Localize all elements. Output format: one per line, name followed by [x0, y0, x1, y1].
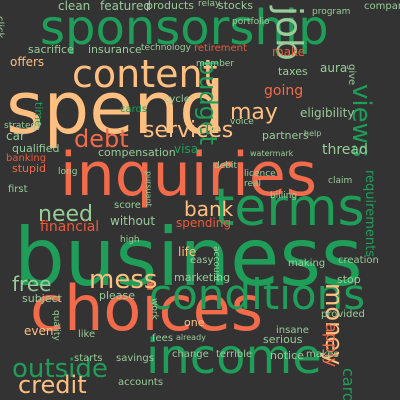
word-work: work: [149, 298, 159, 320]
word-business: business: [14, 211, 363, 304]
word-spend: spend: [6, 66, 225, 150]
word-may: may: [230, 100, 278, 125]
word-making: making: [288, 258, 326, 269]
word-first: first: [8, 184, 28, 195]
word-debt: debt: [74, 125, 129, 153]
word-thread: thread: [322, 142, 368, 158]
word-apply: apply: [322, 323, 341, 368]
word-easy: easy: [190, 255, 214, 266]
word-choices: choices: [30, 272, 264, 345]
word-retirement: retirement: [194, 43, 247, 54]
word-debit: debit: [214, 161, 237, 171]
word-inquiries: inquiries: [60, 140, 317, 210]
word-content: content: [72, 52, 218, 96]
word-featured: featured: [100, 0, 151, 13]
word-score: score: [114, 200, 141, 211]
word-eligibility: eligibility: [300, 106, 355, 120]
word-give: give: [346, 64, 357, 86]
word-stupid: stupid: [12, 162, 47, 175]
word-help: help: [304, 129, 322, 138]
word-accounts: accounts: [118, 377, 164, 388]
word-creation: creation: [338, 255, 379, 266]
word-sponsorship: sponsorship: [40, 0, 329, 56]
word-products: products: [146, 0, 195, 12]
word-account: account: [211, 246, 221, 282]
word-licence: licence: [244, 169, 276, 179]
word-one: one: [184, 316, 205, 329]
word-sacrifice: sacrifice: [28, 43, 74, 56]
word-provided: provided: [321, 309, 365, 320]
word-strategy: strategy: [4, 121, 42, 131]
word-card: card: [339, 368, 358, 400]
word-serious: serious: [263, 333, 303, 346]
word-visa: visa: [174, 142, 199, 156]
word-watermark: watermark: [250, 149, 294, 158]
word-high: high: [120, 235, 140, 245]
word-life: life: [178, 245, 197, 259]
word-insurance: insurance: [88, 43, 142, 56]
word-quality: quality: [51, 310, 61, 341]
word-outside: outside: [12, 354, 108, 384]
word-already: already: [176, 333, 206, 342]
word-insane: insane: [276, 325, 309, 336]
word-requirements: requirements: [362, 170, 377, 257]
word-terms: terms: [214, 178, 365, 238]
word-stocks: stocks: [218, 0, 253, 12]
word-taxes: taxes: [278, 65, 308, 78]
word-qualified: qualified: [12, 142, 60, 155]
word-financial: financial: [40, 219, 100, 235]
word-please: please: [99, 289, 136, 302]
word-notice: notice: [270, 349, 304, 362]
word-company: company: [364, 1, 400, 12]
word-free: free: [12, 272, 52, 296]
word-relay: relay: [198, 0, 221, 9]
word-change: change: [172, 349, 209, 360]
word-car: car: [6, 129, 25, 143]
word-pursuant: pursuant: [144, 171, 153, 207]
word-like: like: [78, 329, 96, 340]
word-offers: offers: [10, 55, 45, 69]
word-fees: fees: [152, 333, 174, 344]
word-conditions: conditions: [149, 270, 366, 319]
word-subject: subject: [22, 292, 62, 305]
word-starts: starts: [74, 353, 103, 364]
word-voice: voice: [230, 117, 254, 127]
word-cycle: cycle: [164, 94, 190, 105]
word-billing: billing: [270, 191, 298, 201]
word-technology: technology: [141, 43, 191, 53]
word-long: long: [58, 167, 78, 177]
word-click: click: [0, 16, 5, 39]
word-bank: bank: [184, 197, 234, 221]
word-member: member: [196, 59, 235, 69]
word-credit: credit: [18, 371, 87, 399]
word-need: need: [38, 202, 93, 227]
word-make: make: [272, 45, 305, 59]
word-cards: cards: [120, 104, 148, 115]
word-clean: clean: [58, 0, 91, 13]
word-services: services: [143, 118, 234, 143]
word-banking: banking: [6, 153, 47, 164]
word-makes: makes: [306, 349, 339, 360]
word-program: program: [312, 7, 351, 17]
word-stop: stop: [337, 273, 361, 286]
word-even: even: [24, 324, 54, 338]
word-spending: spending: [176, 216, 232, 230]
word-going: going: [264, 83, 304, 99]
word-terrible: terrible: [216, 349, 253, 360]
word-claim: claim: [328, 176, 353, 186]
word-partners: partners: [262, 129, 309, 142]
word-without: without: [110, 214, 156, 228]
word-mess: mess: [89, 265, 158, 295]
word-portfolio: portfolio: [232, 17, 270, 27]
word-income: income: [146, 329, 322, 385]
word-compensation: compensation: [98, 146, 176, 159]
word-real: real: [244, 179, 262, 189]
word-aura: aura: [320, 61, 348, 75]
word-savings: savings: [116, 353, 154, 364]
word-marketing: marketing: [174, 271, 231, 284]
